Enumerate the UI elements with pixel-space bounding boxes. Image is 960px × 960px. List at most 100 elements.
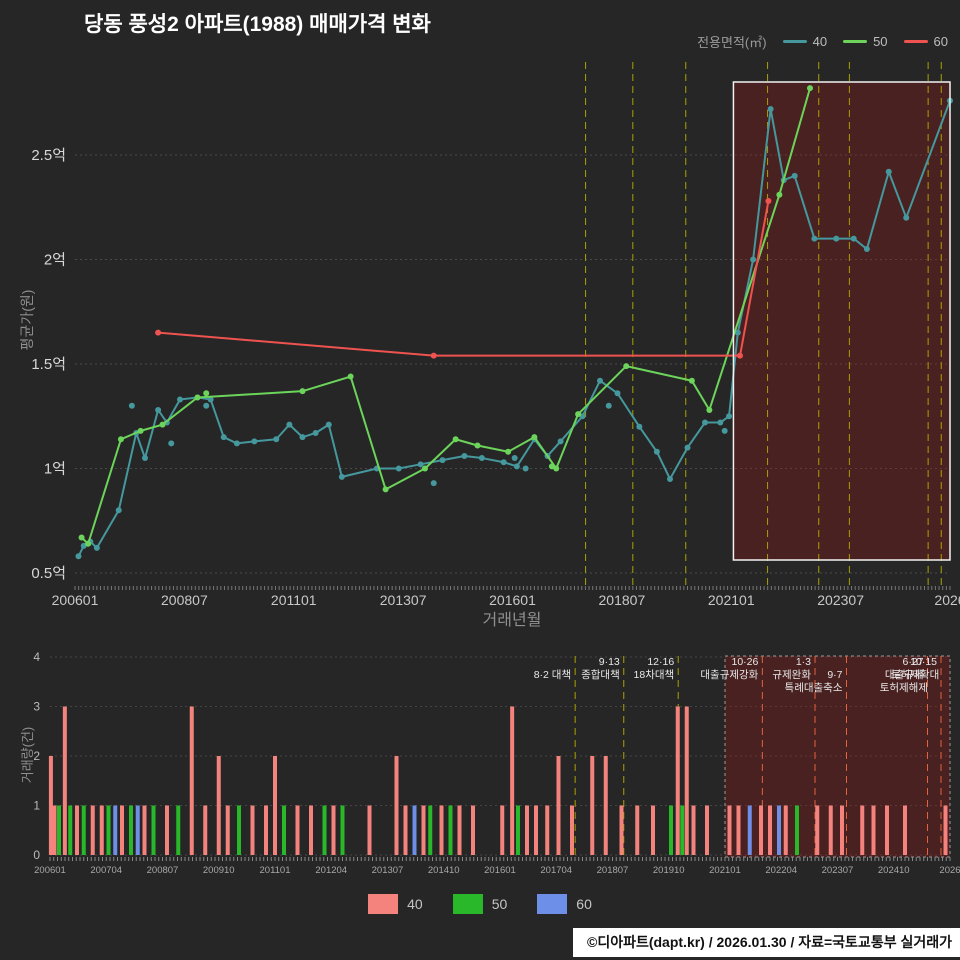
legend-item-50[interactable]: 50	[843, 34, 888, 49]
legend-items: 40 50 60	[782, 34, 948, 49]
volume-bar	[367, 805, 372, 855]
svg-text:2026: 2026	[934, 592, 960, 608]
volume-legend-item-40[interactable]: 40	[368, 894, 423, 914]
volume-bar	[237, 805, 241, 855]
volume-bar	[412, 805, 417, 855]
svg-text:201704: 201704	[540, 865, 572, 876]
volume-bar	[815, 805, 820, 855]
volume-legend-label: 60	[576, 896, 592, 912]
volume-bar	[282, 805, 286, 855]
svg-text:1: 1	[33, 799, 40, 813]
volume-bar	[448, 805, 453, 855]
series-line-50	[80, 87, 811, 545]
volume-bar	[691, 805, 696, 855]
svg-text:202307: 202307	[817, 592, 864, 608]
volume-bar	[675, 706, 680, 855]
svg-text:201410: 201410	[428, 865, 460, 876]
svg-text:1·3: 1·3	[796, 656, 811, 668]
volume-legend-swatch	[537, 894, 568, 914]
svg-text:0.5억: 0.5억	[31, 565, 66, 582]
volume-legend: 40 50 60	[0, 894, 960, 914]
volume-legend-label: 50	[491, 896, 508, 912]
svg-text:200807: 200807	[147, 865, 179, 876]
volume-bar	[871, 805, 876, 855]
volume-bar	[57, 805, 61, 855]
volume-bar	[48, 756, 53, 855]
volume-bar	[129, 805, 133, 855]
main-legend: 전용면적(㎡) 40 50 60	[697, 32, 948, 51]
legend-line-swatch	[782, 40, 807, 43]
legend-item-40[interactable]: 40	[782, 34, 827, 49]
volume-bar	[651, 805, 655, 855]
svg-text:대출규제: 대출규제	[885, 669, 924, 681]
volume-bar	[556, 756, 561, 855]
volume-bar	[525, 805, 529, 855]
volume-bar	[603, 756, 608, 855]
svg-text:3: 3	[33, 700, 40, 714]
svg-text:8·2 대책: 8·2 대책	[534, 669, 571, 681]
svg-text:200807: 200807	[161, 592, 208, 608]
volume-bar	[264, 805, 268, 855]
volume-bar	[403, 805, 408, 855]
svg-text:2: 2	[33, 749, 40, 763]
volume-bar	[135, 805, 140, 855]
volume-bar	[828, 805, 833, 855]
volume-bar	[570, 805, 574, 855]
volume-bar	[52, 805, 57, 855]
svg-text:9·13: 9·13	[599, 656, 620, 668]
legend-line-swatch	[843, 40, 868, 43]
volume-bar	[203, 805, 208, 855]
volume-bar	[669, 805, 673, 855]
volume-bar	[309, 805, 313, 855]
legend-title: 전용면적(㎡)	[697, 35, 767, 50]
volume-bar	[75, 805, 79, 855]
volume-bar	[534, 805, 538, 855]
svg-text:특례대출축소: 특례대출축소	[785, 682, 843, 694]
volume-bar	[216, 756, 221, 855]
volume-bar	[273, 756, 277, 855]
svg-text:202101: 202101	[708, 592, 755, 608]
svg-text:토허제해제: 토허제해제	[880, 681, 928, 694]
svg-text:202307: 202307	[822, 865, 854, 876]
volume-bar	[394, 756, 399, 855]
svg-text:6·27: 6·27	[902, 656, 923, 668]
legend-item-label: 60	[933, 34, 948, 49]
volume-legend-item-60[interactable]: 60	[537, 894, 592, 914]
volume-bar	[439, 805, 444, 855]
volume-bar	[120, 805, 124, 855]
legend-item-label: 50	[873, 34, 888, 49]
volume-bar	[90, 805, 95, 855]
volume-legend-item-50[interactable]: 50	[452, 894, 508, 914]
main-y-axis-title: 평균가(원)	[19, 289, 35, 351]
copyright-footer: ©디아파트(dapt.kr) / 2026.01.30 / 자료=국토교통부 실…	[573, 928, 960, 957]
volume-bar	[768, 805, 772, 855]
svg-text:201101: 201101	[260, 865, 291, 876]
legend-item-60[interactable]: 60	[903, 34, 948, 49]
svg-text:0: 0	[33, 848, 40, 862]
volume-y-axis-title: 거래량(건)	[20, 726, 35, 784]
svg-text:4: 4	[33, 650, 40, 664]
volume-bar	[457, 805, 462, 855]
svg-text:1억: 1억	[44, 461, 66, 478]
volume-bar	[590, 756, 595, 855]
volume-bar	[189, 706, 194, 855]
volume-bar	[68, 805, 73, 855]
highlight-region-border	[732, 81, 951, 561]
volume-bar	[106, 805, 111, 855]
svg-text:201204: 201204	[315, 865, 347, 876]
volume-bar	[99, 805, 104, 855]
svg-text:201807: 201807	[597, 865, 629, 876]
svg-text:종합대책: 종합대책	[581, 669, 620, 681]
volume-bar	[165, 805, 169, 855]
volume-bar-chart: 0 1 2 3 4 200601 200704 200807 200910 201101 20120…	[33, 650, 960, 876]
svg-text:200601: 200601	[52, 592, 99, 608]
svg-text:10·15: 10·15	[910, 656, 937, 668]
legend-line-swatch	[903, 40, 928, 43]
volume-bar	[759, 805, 763, 855]
volume-bar	[113, 805, 118, 855]
volume-bar	[885, 805, 889, 855]
volume-bar	[635, 805, 640, 855]
volume-bar	[142, 805, 147, 855]
svg-text:1.5억: 1.5억	[31, 356, 66, 373]
volume-bar	[684, 706, 689, 855]
